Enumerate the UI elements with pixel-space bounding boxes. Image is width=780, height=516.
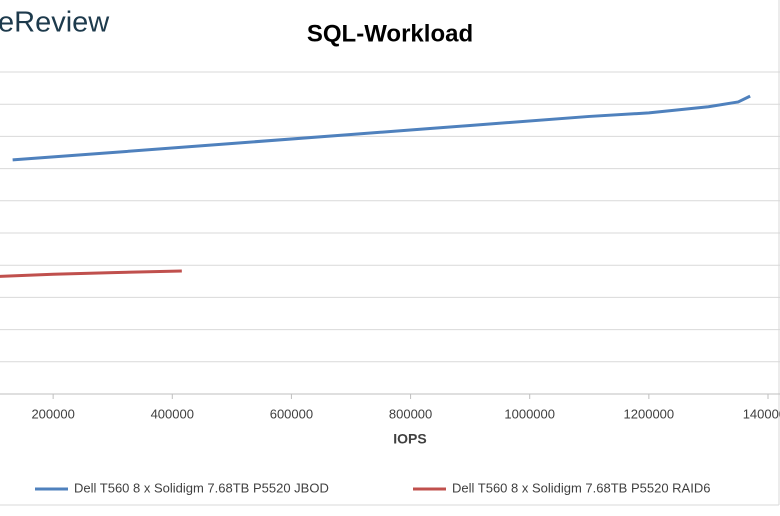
x-axis-label: IOPS bbox=[393, 431, 426, 447]
x-tick-label: 800000 bbox=[389, 406, 432, 421]
brand-logo: eReview bbox=[0, 7, 110, 39]
legend-label: Dell T560 8 x Solidigm 7.68TB P5520 JBOD bbox=[74, 480, 329, 495]
x-tick-label: 600000 bbox=[270, 406, 313, 421]
x-tick-label: 1200000 bbox=[624, 406, 675, 421]
chart-title: SQL-Workload bbox=[307, 20, 473, 47]
x-tick-label: 400000 bbox=[151, 406, 194, 421]
x-tick-label: 1000000 bbox=[504, 406, 555, 421]
x-tick-label: 1400000 bbox=[743, 406, 780, 421]
series-line bbox=[12, 94, 751, 162]
x-tick-label: 200000 bbox=[31, 406, 74, 421]
series-line bbox=[0, 269, 182, 278]
legend-label: Dell T560 8 x Solidigm 7.68TB P5520 RAID… bbox=[452, 480, 710, 495]
